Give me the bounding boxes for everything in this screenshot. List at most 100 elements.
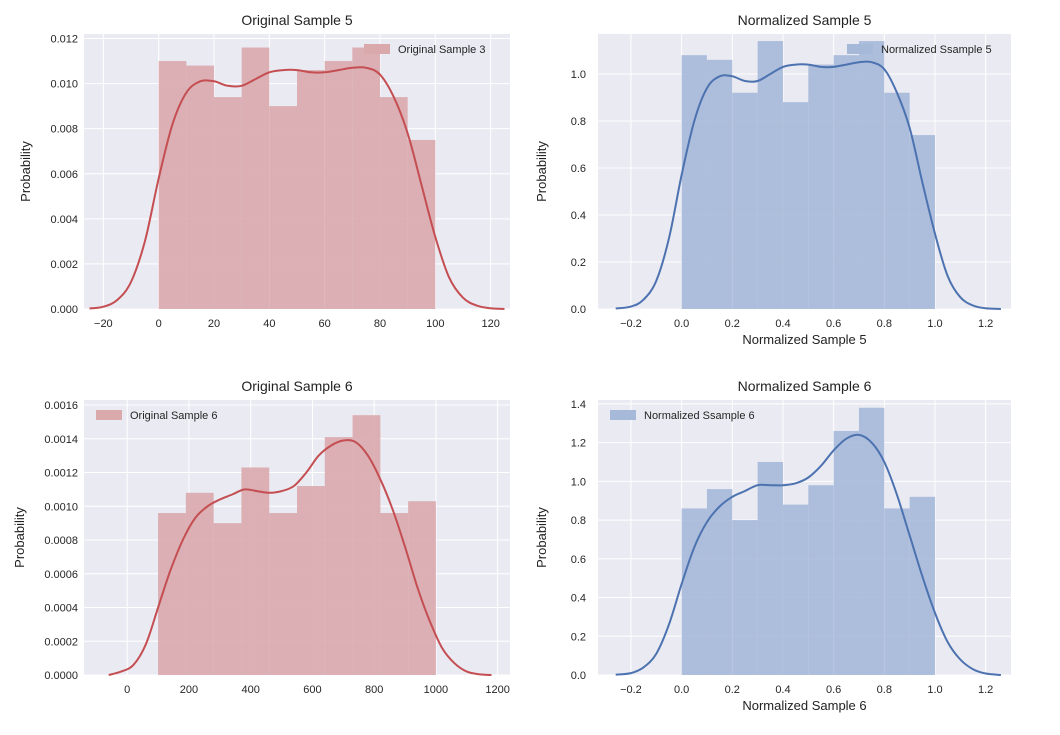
histogram-bar [732,92,758,309]
histogram-bar [185,492,214,675]
y-tick-label: 1.0 [571,476,586,488]
legend: Original Sample 3 [364,44,485,56]
histogram-bar [241,47,270,309]
histogram-bar [808,485,834,675]
histogram-bar [213,523,242,675]
chart-panel-2: Normalized Sample 5 −0.2 0.0 0.2 0.4 0.6 0.8 1.… [534,12,1011,347]
histogram-bar [909,135,935,309]
y-axis-label: Probability [534,141,549,202]
y-tick-label: 0.0014 [44,434,78,446]
chart-panel-1: Original Sample 5 −20 0 20 40 60 80 100 120 0.000… [18,12,510,330]
y-tick-label: 0.4 [571,593,586,605]
histogram-bar [407,139,436,309]
kde-line [108,439,492,676]
kde-line [615,60,1001,310]
y-axis-label: Probability [12,507,27,568]
y-tick-label: 0.2 [571,631,586,643]
y-tick-label: 0.0000 [44,670,78,682]
y-tick-label: 0.008 [50,124,78,136]
chart-title: Normalized Sample 5 [738,12,872,28]
histogram-bar [808,64,834,309]
histogram-bar [782,504,809,675]
x-tick-label: 1.2 [978,318,993,330]
legend-swatch [847,44,873,54]
x-tick-label: −0.2 [620,318,642,330]
histogram-bar [380,513,409,675]
histogram-bar [884,508,910,675]
x-tick-label: 1200 [485,684,509,696]
y-tick-label: 0.6 [571,163,586,175]
legend: Original Sample 6 [96,410,217,422]
legend-label: Original Sample 6 [130,410,217,422]
histogram-bar [297,70,325,309]
histogram-bar [858,407,885,675]
x-tick-label: 100 [426,318,444,330]
y-tick-label: 0.0006 [44,569,78,581]
histogram-bar [297,486,325,675]
histogram-bar [858,41,885,310]
histogram-bar [833,55,859,310]
x-tick-label: 1000 [424,684,448,696]
y-tick-label: 0.012 [50,34,78,46]
y-tick-label: 0.0 [571,304,586,316]
x-tick-label: 0.0 [674,318,689,330]
y-tick-label: 0.006 [50,169,78,181]
histogram-bar [757,461,783,675]
x-tick-label: 60 [319,318,331,330]
x-tick-label: 0.6 [826,318,841,330]
x-tick-label: 120 [481,318,499,330]
histogram-bar [732,520,758,675]
y-tick-label: 0.2 [571,257,586,269]
histogram-bar [706,489,733,675]
y-tick-label: 0.000 [50,304,78,316]
histogram-bar [324,61,353,309]
histogram-bar [782,102,809,310]
x-tick-label: 0.4 [775,318,790,330]
x-tick-label: −0.2 [620,684,642,696]
histogram-bar [241,467,270,675]
y-tick-label: 1.0 [571,69,586,81]
y-axis-label: Probability [534,507,549,568]
y-tick-label: 0.0010 [44,501,78,513]
legend-swatch [610,410,636,420]
histogram-bar [352,415,381,675]
x-tick-label: 600 [303,684,321,696]
y-tick-label: 0.8 [571,116,586,128]
y-tick-label: 0.010 [50,79,78,91]
y-tick-label: 1.4 [571,399,586,411]
legend-swatch [96,410,122,420]
histogram-bar [757,41,783,310]
kde-line [615,433,1002,676]
histogram-bar [379,97,408,310]
legend-label: Normalized Ssample 5 [881,44,992,56]
histogram-bar [706,59,733,309]
y-tick-label: 0.0 [571,670,586,682]
y-tick-label: 1.2 [571,438,586,450]
x-tick-label: 0.6 [826,684,841,696]
legend-swatch [364,44,390,54]
chart-title: Original Sample 5 [241,12,352,28]
x-axis-label: Normalized Sample 6 [742,698,866,713]
legend: Normalized Ssample 6 [610,410,755,422]
histogram-bar [269,106,297,309]
histogram-bar [909,496,935,675]
chart-title: Original Sample 6 [241,378,352,394]
y-tick-label: 0.0012 [44,468,78,480]
histogram-bar [352,47,380,309]
histogram-bar [884,92,910,309]
x-tick-label: 0.4 [775,684,790,696]
y-tick-label: 0.6 [571,554,586,566]
x-tick-label: 1.2 [978,684,993,696]
x-axis-label: Normalized Sample 5 [742,332,866,347]
x-tick-label: 1.0 [927,684,942,696]
y-tick-label: 0.0004 [44,603,78,615]
histogram-bar [214,97,242,310]
chart-panel-4: Normalized Sample 6 −0.2 0.0 0.2 0.4 0.6 0.8 1.… [534,378,1011,713]
x-tick-label: 40 [263,318,275,330]
x-tick-label: 0 [156,318,162,330]
chart-panel-3: Original Sample 6 0 200 400 600 800 1000 1200 0.… [12,378,510,696]
x-tick-label: 20 [208,318,220,330]
histogram-bar [681,55,707,310]
x-tick-label: 0 [124,684,130,696]
x-tick-label: 1.0 [927,318,942,330]
